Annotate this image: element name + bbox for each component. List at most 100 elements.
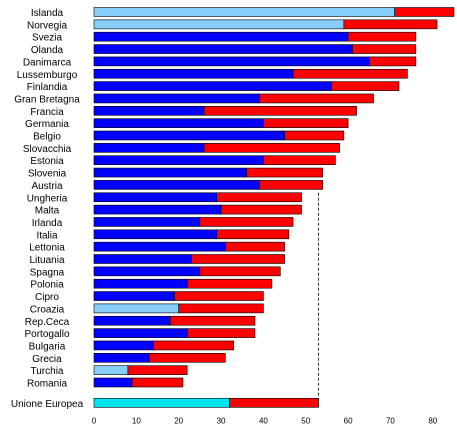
bar-segment-1 <box>93 118 264 128</box>
x-tick-label: 50 <box>301 416 310 425</box>
bar-segment-2 <box>284 130 345 141</box>
bar-segment-2 <box>169 315 256 326</box>
category-label: Islanda <box>31 8 64 19</box>
bar-segment-1 <box>93 93 260 104</box>
category-label: Slovacchia <box>23 144 72 155</box>
x-tick-label: 0 <box>92 416 97 425</box>
bar-segment-1 <box>93 155 264 165</box>
bar-segment-2 <box>203 143 340 153</box>
category-label: Estonia <box>30 156 64 167</box>
bar-segment-2 <box>216 229 290 240</box>
bar-segment-2 <box>347 31 417 42</box>
bar-segment-2 <box>199 217 294 227</box>
bar-segment-1 <box>93 167 247 178</box>
x-tick-label: 30 <box>217 416 226 425</box>
bar-segment-1 <box>93 7 395 17</box>
x-tick-label: 10 <box>132 416 141 425</box>
category-label: Cipro <box>35 292 59 303</box>
category-label: Rep.Ceca <box>25 317 70 328</box>
bar-segment-1 <box>93 315 171 326</box>
category-label: Grecia <box>32 354 62 365</box>
category-label: Polonia <box>30 280 64 291</box>
category-label: Portogallo <box>24 329 69 340</box>
category-label: Irlanda <box>32 218 63 229</box>
bar-segment-2 <box>352 44 417 54</box>
category-label: Belgio <box>33 132 61 143</box>
bar-segment-1 <box>93 340 154 351</box>
bar-segment-1 <box>93 303 179 314</box>
category-label: Norvegia <box>27 20 67 31</box>
bar-segment-1 <box>93 377 133 388</box>
category-label: Lussemburgo <box>17 70 78 81</box>
bar-segment-1 <box>93 217 201 227</box>
bar-segment-2 <box>343 19 438 30</box>
bar-segment-1 <box>93 278 188 289</box>
bar-segment-1 <box>93 56 370 67</box>
bar-segment-2 <box>191 254 285 264</box>
bar-segment-1 <box>93 398 230 408</box>
bar-segment-1 <box>93 81 332 91</box>
bar-segment-1 <box>93 68 294 79</box>
bar-segment-2 <box>368 56 417 67</box>
bar-segment-1 <box>93 192 218 203</box>
bar-segment-2 <box>330 81 400 91</box>
category-label: Bulgaria <box>29 341 66 352</box>
category-label: Italia <box>36 230 58 241</box>
bar-segment-1 <box>93 241 226 252</box>
bar-segment-1 <box>93 44 353 54</box>
category-label: Olanda <box>31 45 64 56</box>
x-tick-label: 60 <box>344 416 353 425</box>
category-label: Germania <box>25 119 69 130</box>
category-label: Danimarca <box>23 57 72 68</box>
bar-segment-2 <box>203 106 357 116</box>
bar-segment-2 <box>148 352 226 363</box>
bar-segment-2 <box>186 278 273 289</box>
bar-segment-2 <box>229 398 319 408</box>
bar-segment-2 <box>394 7 455 17</box>
bar-segment-1 <box>93 352 150 363</box>
x-tick-label: 80 <box>428 416 437 425</box>
category-label: Slovenia <box>28 169 67 180</box>
bar-segment-2 <box>131 377 184 388</box>
category-label: Ungheria <box>27 193 68 204</box>
bar-segment-2 <box>246 167 323 178</box>
category-label: Unione Europea <box>11 399 84 410</box>
category-label: Austria <box>31 181 63 192</box>
bar-segment-1 <box>93 180 260 190</box>
category-label: Croazia <box>30 304 65 315</box>
bar-segment-1 <box>93 328 188 338</box>
category-label: Gran Bretagna <box>14 94 80 105</box>
bar-segment-2 <box>152 340 235 351</box>
bar-segment-1 <box>93 130 285 141</box>
category-label: Finlandia <box>27 82 68 93</box>
x-tick-label: 70 <box>386 416 395 425</box>
category-label: Romania <box>27 379 67 390</box>
category-label: Svezia <box>32 33 62 44</box>
bar-segment-2 <box>263 118 349 128</box>
bar-segment-2 <box>186 328 256 338</box>
bar-segment-1 <box>93 229 218 240</box>
bar-segment-1 <box>93 291 175 301</box>
bar-segment-1 <box>93 106 205 116</box>
category-label: Lituania <box>29 255 64 266</box>
category-label: Turchia <box>31 366 64 377</box>
bar-segment-1 <box>93 19 345 30</box>
bar-segment-1 <box>93 365 129 375</box>
category-label: Spagna <box>30 267 65 278</box>
bar-segment-2 <box>258 93 374 104</box>
bar-segment-2 <box>216 192 302 203</box>
bar-segment-2 <box>263 155 336 165</box>
x-tick-label: 20 <box>174 416 183 425</box>
bar-segment-2 <box>127 365 188 375</box>
x-tick-label: 40 <box>259 416 268 425</box>
bar-segment-2 <box>292 68 408 79</box>
bar-segment-1 <box>93 31 349 42</box>
category-label: Malta <box>35 206 60 217</box>
category-label: Francia <box>30 107 64 118</box>
bar-segment-2 <box>178 303 264 314</box>
bar-segment-2 <box>199 266 281 277</box>
bar-segment-1 <box>93 266 201 277</box>
bar-segment-2 <box>220 204 302 215</box>
